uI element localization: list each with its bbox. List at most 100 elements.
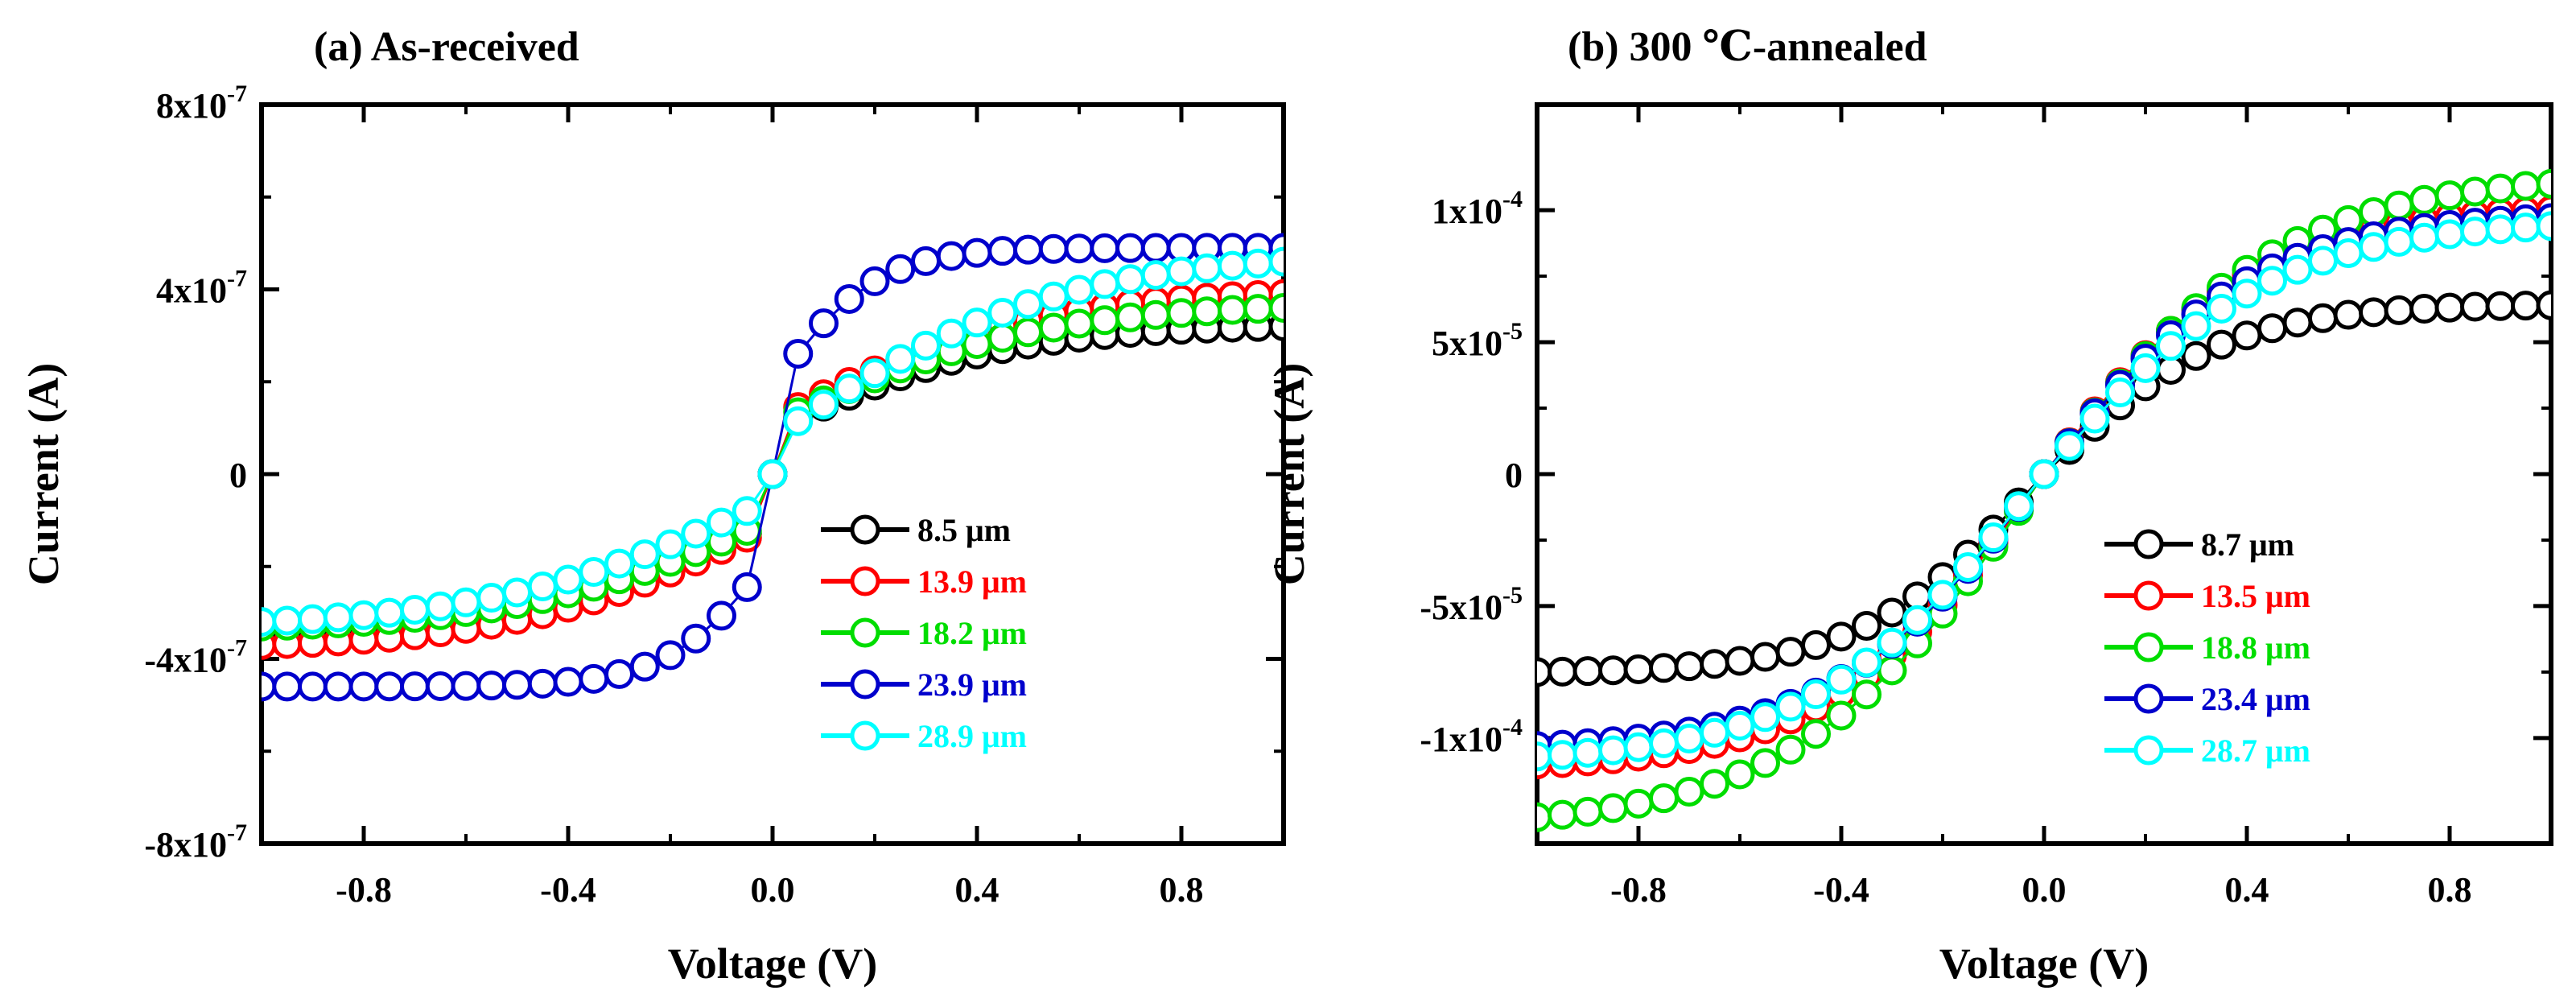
data-point	[834, 283, 864, 314]
legend-marker	[2133, 529, 2164, 559]
data-point	[732, 496, 762, 526]
data-point	[2055, 431, 2084, 461]
data-point	[323, 602, 353, 633]
data-point	[502, 577, 532, 608]
data-point	[1750, 748, 1780, 778]
x-axis-label: Voltage (V)	[1939, 939, 2149, 988]
data-point	[1775, 691, 1806, 722]
data-point	[579, 557, 609, 588]
data-point	[1775, 734, 1806, 765]
legend-marker	[2133, 735, 2164, 766]
data-point	[629, 651, 660, 682]
data-point	[272, 605, 303, 636]
data-point	[2409, 294, 2439, 324]
data-point	[1038, 233, 1069, 264]
data-point	[1572, 796, 1603, 827]
data-point	[451, 587, 481, 617]
y-tick-label: 8x10-7	[156, 80, 247, 126]
y-tick-label: -1x10-4	[1420, 714, 1523, 759]
data-point	[1775, 637, 1806, 667]
data-point	[655, 640, 686, 671]
data-point	[1537, 741, 1552, 772]
data-point	[2434, 219, 2465, 250]
data-point	[885, 254, 916, 284]
data-point	[987, 236, 1018, 266]
data-point	[1826, 664, 1857, 695]
data-point	[2485, 214, 2516, 245]
data-point	[885, 344, 916, 374]
y-axis-label: Current (A)	[19, 363, 68, 585]
data-point	[502, 670, 532, 700]
data-point	[2485, 291, 2516, 321]
y-tick-label: -8x10-7	[144, 819, 247, 865]
data-point	[1268, 292, 1284, 323]
x-axis-label: Voltage (V)	[668, 939, 877, 988]
data-point	[2359, 196, 2388, 227]
data-point	[1166, 256, 1197, 287]
data-point	[2460, 217, 2490, 247]
data-point	[2029, 459, 2059, 489]
legend-marker	[850, 669, 880, 700]
data-point	[262, 671, 277, 702]
data-point	[1927, 580, 1958, 610]
data-point	[2359, 232, 2388, 262]
data-point	[2333, 299, 2364, 330]
data-point	[962, 307, 992, 338]
data-point	[1166, 298, 1197, 328]
y-axis-label: Current (A)	[1265, 363, 1313, 585]
legend-label: 13.5 μm	[2201, 578, 2310, 614]
data-point	[2536, 211, 2551, 241]
data-point	[2536, 168, 2551, 199]
data-point	[962, 237, 992, 268]
data-point	[1115, 302, 1145, 332]
panel-a-as-received: -0.8 -0.4 0.0 0.4 0.8 -8x10-7 -4x10-7 0 4x10-7 8x…	[19, 24, 1286, 988]
y-tick-label: 1x10-4	[1432, 186, 1523, 231]
data-point	[2409, 222, 2439, 253]
data-point	[681, 518, 711, 549]
y-tick-label: -4x10-7	[144, 635, 247, 680]
data-point	[2434, 180, 2465, 211]
data-point	[1801, 679, 1831, 710]
data-point	[809, 308, 839, 339]
data-point	[2232, 279, 2262, 309]
data-point	[1826, 621, 1857, 652]
data-point	[553, 564, 583, 595]
data-point	[262, 607, 277, 638]
data-point	[1978, 522, 2009, 553]
data-point	[859, 358, 890, 389]
data-point	[1877, 627, 1907, 658]
data-point	[1750, 642, 1780, 672]
legend-label: 28.9 μm	[917, 718, 1027, 754]
data-point	[1537, 657, 1552, 687]
data-point	[1572, 737, 1603, 768]
data-point	[1548, 799, 1577, 830]
data-point	[1548, 740, 1577, 770]
y-tick-label: -5x10-5	[1420, 582, 1523, 627]
data-point	[476, 583, 507, 613]
data-point	[1725, 710, 1755, 741]
data-point	[425, 591, 455, 621]
data-point	[1902, 605, 1932, 635]
data-point	[2409, 184, 2439, 215]
data-point	[1725, 646, 1755, 676]
data-point	[859, 266, 890, 296]
data-point	[1218, 295, 1247, 325]
data-point	[2130, 353, 2161, 383]
data-point	[2282, 254, 2313, 285]
legend-marker	[850, 514, 880, 545]
series-5	[262, 246, 1284, 638]
data-point	[323, 671, 353, 702]
data-point	[1218, 250, 1247, 281]
data-point	[1064, 308, 1094, 339]
data-point	[1674, 777, 1704, 807]
data-point	[2207, 329, 2236, 360]
data-point	[604, 548, 634, 579]
data-point	[987, 297, 1018, 328]
data-point	[1537, 802, 1552, 832]
x-tick-label: -0.4	[540, 870, 596, 910]
legend-label: 18.2 μm	[917, 615, 1027, 651]
data-point	[298, 671, 328, 702]
data-point	[2485, 173, 2516, 204]
data-point	[2156, 331, 2186, 361]
data-point	[1013, 234, 1043, 265]
